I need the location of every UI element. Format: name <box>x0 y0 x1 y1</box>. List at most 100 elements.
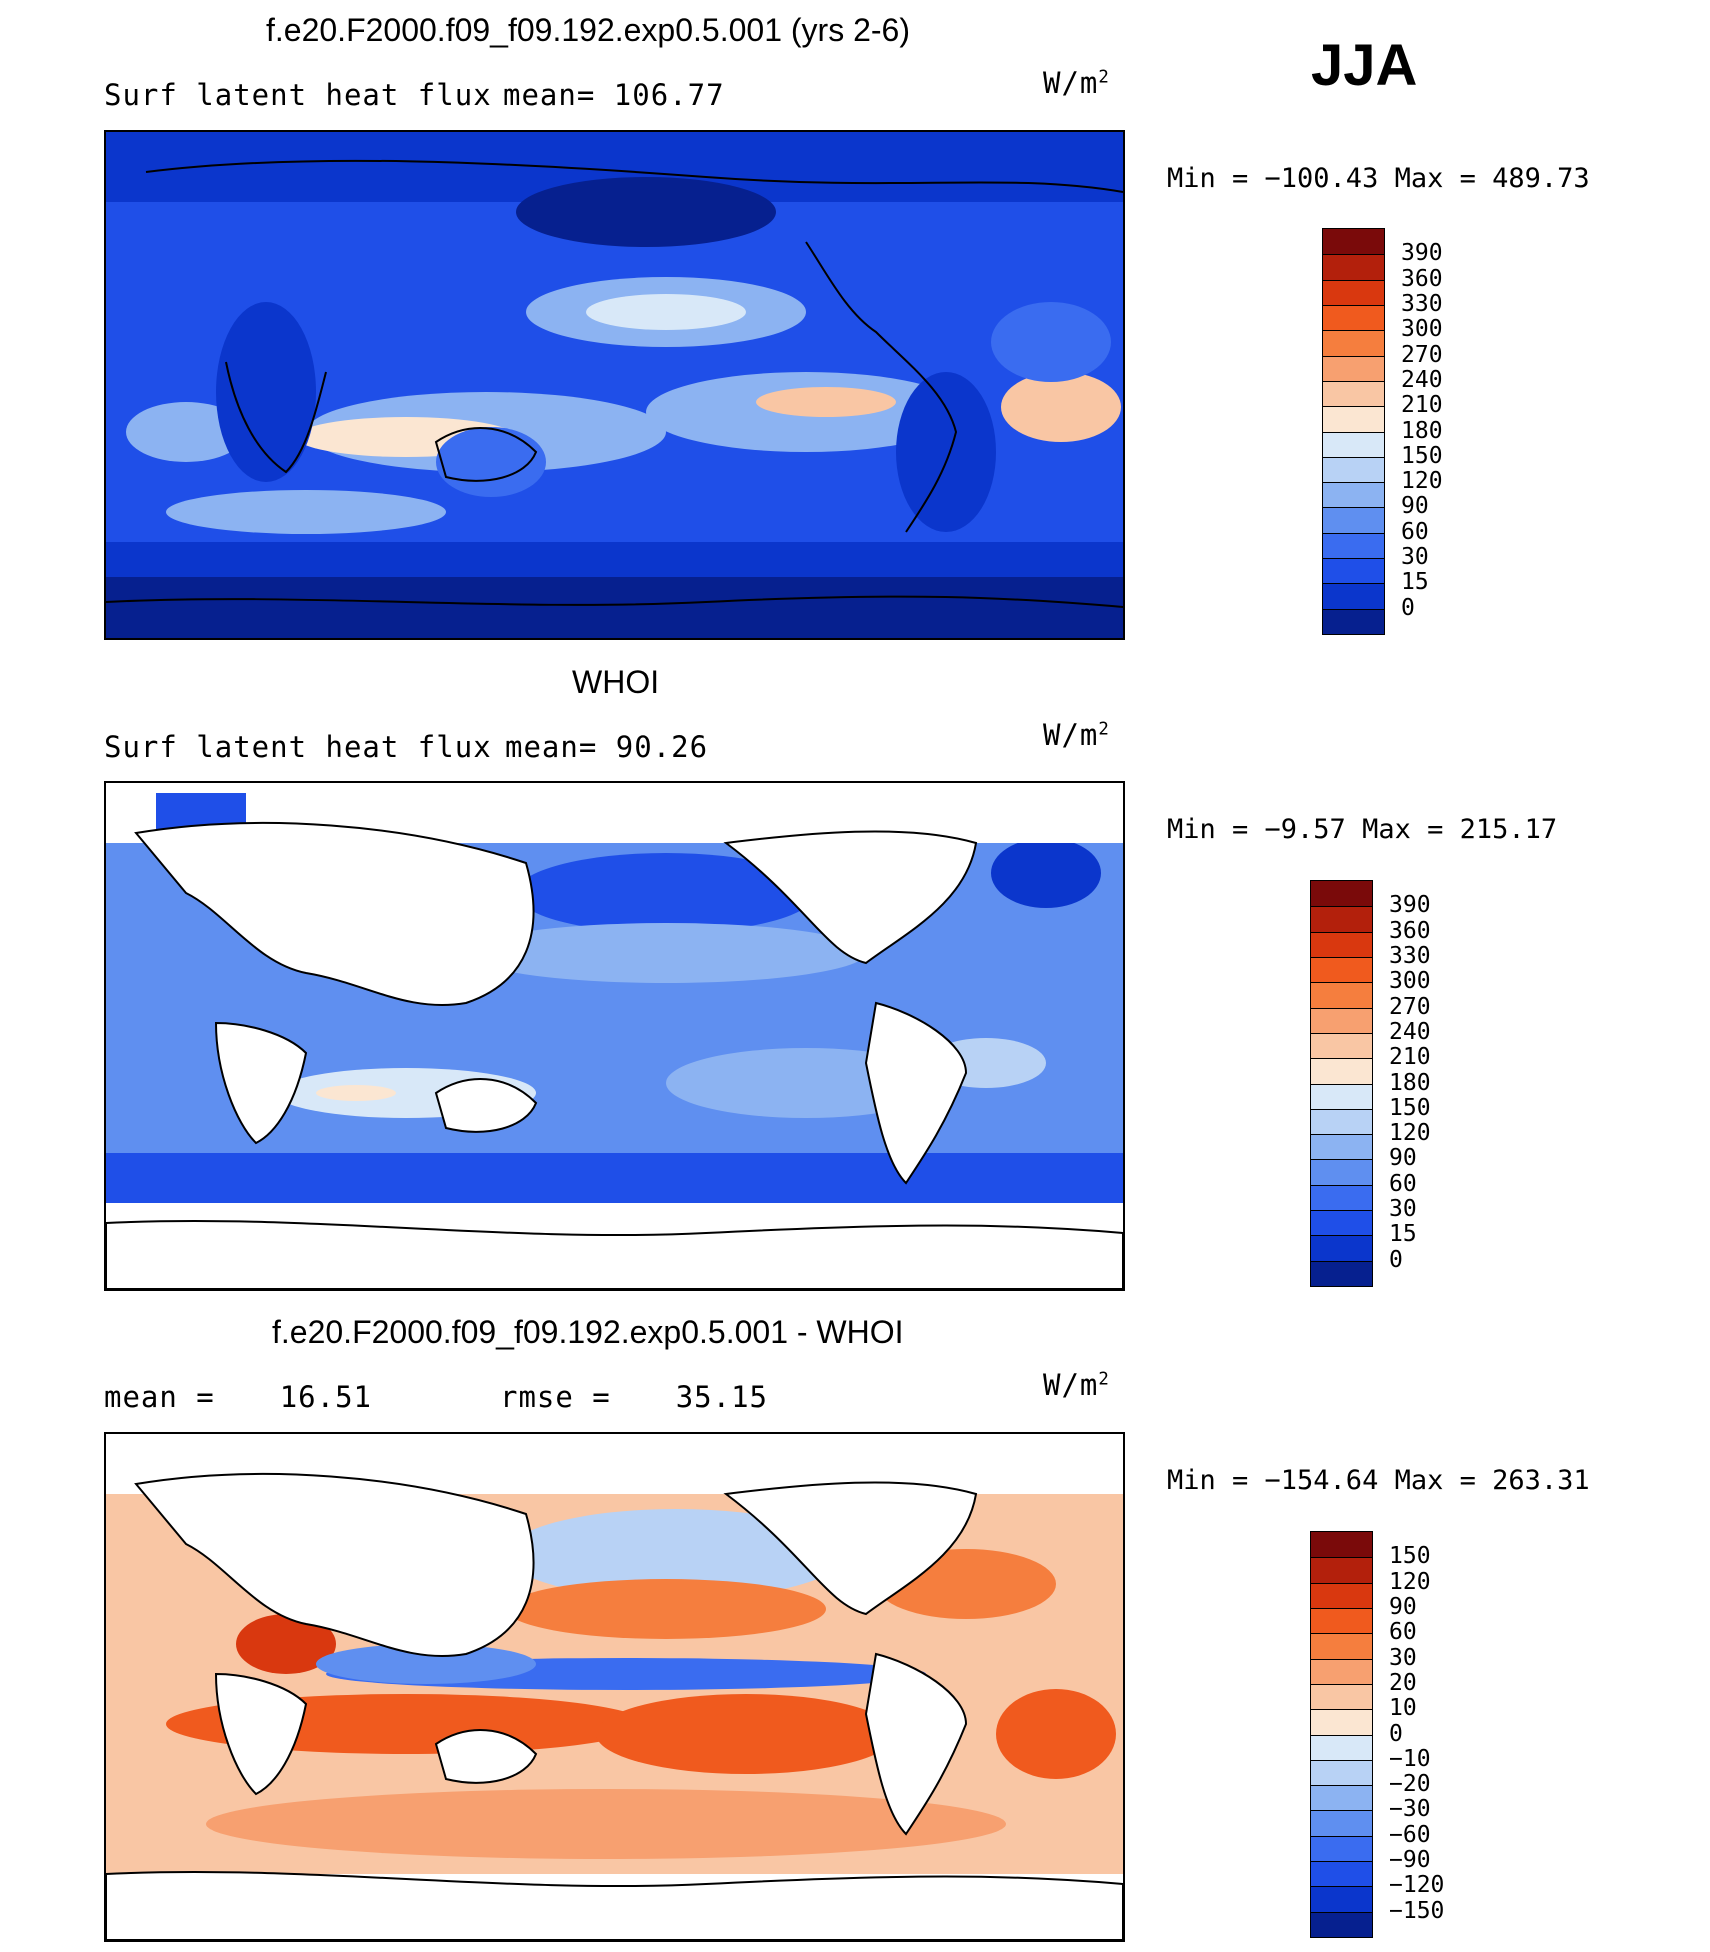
panel-3-colorbar-tick-label: −150 <box>1389 1897 1445 1924</box>
panel-1-colorbar-tick-label: 15 <box>1401 569 1429 596</box>
panel-3-colorbar-segment <box>1311 1911 1372 1937</box>
panel-3-colorbar-segment <box>1311 1658 1372 1684</box>
panel-3-mean-value: 16.51 <box>279 1380 373 1414</box>
panel-3-colorbar-tick-label: −90 <box>1389 1847 1431 1874</box>
panel-3-colorbar <box>1310 1531 1373 1938</box>
panel-2-colorbar-segment <box>1311 1184 1372 1211</box>
panel-2-colorbar-tick-label: 240 <box>1389 1018 1431 1045</box>
panel-2-colorbar-segment <box>1311 1260 1372 1286</box>
panel-3-colorbar-tick-label: −30 <box>1389 1796 1431 1823</box>
panel-2-mean-value: 90.26 <box>615 730 709 764</box>
panel-2-minmax: Min = −9.57 Max = 215.17 <box>1167 814 1558 845</box>
panel-1-colorbar-segment <box>1323 583 1384 609</box>
panel-2-colorbar-tick-label: 90 <box>1389 1145 1417 1172</box>
panel-3-colorbar-tick-label: 150 <box>1389 1543 1431 1570</box>
panel-3-colorbar-segment <box>1311 1785 1372 1811</box>
panel-3-colorbar-segment <box>1311 1532 1372 1558</box>
panel-1-colorbar-tick-label: 120 <box>1401 468 1443 495</box>
panel-2-colorbar-tick-label: 120 <box>1389 1120 1431 1147</box>
panel-3-colorbar-segment <box>1311 1759 1372 1786</box>
panel-3-colorbar-tick-label: 20 <box>1389 1669 1417 1696</box>
panel-1-colorbar-tick-label: 180 <box>1401 417 1443 444</box>
panel-2-colorbar-tick-label: 15 <box>1389 1221 1417 1248</box>
panel-2-colorbar-segment <box>1311 1083 1372 1109</box>
panel-1-colorbar-tick-label: 0 <box>1401 594 1415 621</box>
panel-1-colorbar-tick-label: 30 <box>1401 544 1429 571</box>
panel-1-variable-label: Surf latent heat flux <box>104 78 492 112</box>
panel-3-mean: mean = 16.51 <box>104 1380 372 1414</box>
panel-2-map <box>104 781 1125 1291</box>
panel-3-units: W/m2 <box>1043 1368 1110 1402</box>
panel-2-colorbar-segment <box>1311 1134 1372 1160</box>
panel-3-colorbar-segment <box>1311 1734 1372 1760</box>
panel-1-colorbar-segment <box>1323 608 1384 634</box>
panel-1-colorbar-tick-label: 330 <box>1401 290 1443 317</box>
panel-1-minmax: Min = −100.43 Max = 489.73 <box>1167 163 1590 194</box>
panel-3-map <box>104 1432 1125 1942</box>
panel-2-variable-label: Surf latent heat flux <box>104 730 492 764</box>
panel-3-colorbar-tick-label: 10 <box>1389 1695 1417 1722</box>
panel-3-title: f.e20.F2000.f09_f09.192.exp0.5.001 - WHO… <box>272 1314 904 1350</box>
panel-2-colorbar-tick-label: 60 <box>1389 1170 1417 1197</box>
panel-3-colorbar-segment <box>1311 1861 1372 1887</box>
panel-3-colorbar-tick-label: 120 <box>1389 1568 1431 1595</box>
panel-3-colorbar-tick-label: 0 <box>1389 1720 1403 1747</box>
panel-3-minmax: Min = −154.64 Max = 263.31 <box>1167 1465 1590 1496</box>
panel-1-colorbar-tick-label: 360 <box>1401 265 1443 292</box>
panel-2-colorbar-tick-label: 300 <box>1389 968 1431 995</box>
panel-3-colorbar-segment <box>1311 1709 1372 1735</box>
panel-1-colorbar <box>1322 228 1385 635</box>
panel-3-colorbar-segment <box>1311 1810 1372 1836</box>
panel-3-colorbar-tick-label: −60 <box>1389 1821 1431 1848</box>
panel-1-colorbar-tick-label: 270 <box>1401 341 1443 368</box>
panel-1-colorbar-segment <box>1323 304 1384 331</box>
panel-3-colorbar-segment <box>1311 1835 1372 1862</box>
panel-3-colorbar-tick-label: 90 <box>1389 1593 1417 1620</box>
panel-3-colorbar-segment <box>1311 1607 1372 1634</box>
panel-2-colorbar-segment <box>1311 1007 1372 1033</box>
panel-1-colorbar-tick-label: 390 <box>1401 240 1443 267</box>
panel-2-colorbar-segment <box>1311 1159 1372 1185</box>
panel-1-colorbar-segment <box>1323 355 1384 381</box>
panel-3-colorbar-segment <box>1311 1886 1372 1912</box>
panel-2-map-svg <box>106 783 1123 1289</box>
panel-2-colorbar-tick-label: 270 <box>1389 993 1431 1020</box>
panel-2-title: WHOI <box>572 664 660 700</box>
panel-1-colorbar-segment <box>1323 279 1384 305</box>
panel-1-colorbar-tick-label: 300 <box>1401 316 1443 343</box>
panel-2-colorbar-segment <box>1311 1032 1372 1059</box>
panel-3-colorbar-segment <box>1311 1582 1372 1608</box>
panel-1-colorbar-segment <box>1323 380 1384 407</box>
panel-2-colorbar-tick-label: 390 <box>1389 892 1431 919</box>
panel-2-colorbar-tick-label: 30 <box>1389 1196 1417 1223</box>
panel-2-colorbar-segment <box>1311 1058 1372 1084</box>
panel-1-title: f.e20.F2000.f09_f09.192.exp0.5.001 (yrs … <box>266 12 910 48</box>
panel-1-colorbar-tick-label: 60 <box>1401 518 1429 545</box>
panel-3-rmse: rmse = 35.15 <box>500 1380 768 1414</box>
panel-3-mean-label: mean = <box>104 1380 215 1414</box>
panel-2-mean-label: mean= <box>505 730 598 764</box>
panel-1-colorbar-tick-label: 150 <box>1401 442 1443 469</box>
panel-3-colorbar-segment <box>1311 1557 1372 1583</box>
panel-1-colorbar-segment <box>1323 456 1384 483</box>
panel-2-colorbar-tick-label: 150 <box>1389 1094 1431 1121</box>
panel-1-colorbar-segment <box>1323 507 1384 533</box>
panel-3-colorbar-tick-label: −10 <box>1389 1745 1431 1772</box>
panel-1-map-svg <box>106 132 1123 638</box>
season-label: JJA <box>1311 33 1418 98</box>
panel-3-colorbar-tick-label: 30 <box>1389 1644 1417 1671</box>
panel-2-colorbar-segment <box>1311 1210 1372 1236</box>
panel-1-mean-label: mean= <box>503 78 596 112</box>
panel-3-colorbar-segment <box>1311 1683 1372 1710</box>
panel-1-colorbar-segment <box>1323 532 1384 559</box>
panel-2-colorbar-segment <box>1311 982 1372 1008</box>
panel-3-rmse-value: 35.15 <box>675 1380 769 1414</box>
panel-1-colorbar-tick-label: 210 <box>1401 392 1443 419</box>
panel-3-colorbar-tick-label: −120 <box>1389 1872 1445 1899</box>
panel-1-mean-value: 106.77 <box>613 78 725 112</box>
panel-2-colorbar-segment <box>1311 931 1372 957</box>
panel-3-rmse-label: rmse = <box>500 1380 611 1414</box>
panel-2-colorbar-segment <box>1311 906 1372 932</box>
panel-2-units: W/m2 <box>1043 718 1110 752</box>
panel-3-colorbar-segment <box>1311 1633 1372 1659</box>
